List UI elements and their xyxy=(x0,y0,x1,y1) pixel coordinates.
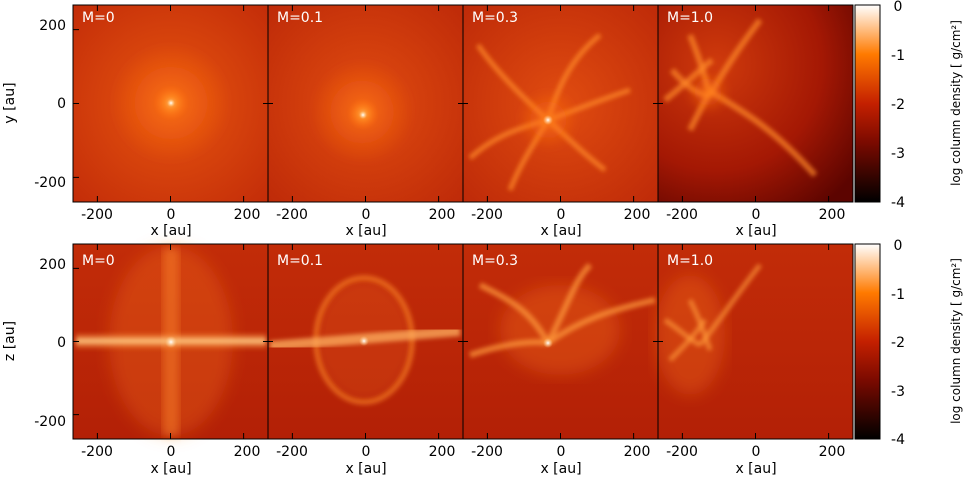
x-tick-label: 200 xyxy=(624,444,651,460)
colorbar-top: 0 -1 -2 -3 -4 log column density [ g/cm²… xyxy=(854,0,963,211)
colorbar-tick-label: 0 xyxy=(894,238,903,254)
colorbar-tick-label: -1 xyxy=(891,287,905,303)
core-point xyxy=(165,336,177,348)
panel-label: M=0 xyxy=(82,253,115,269)
core-envelope xyxy=(686,70,730,114)
x-tick-label: -200 xyxy=(471,444,503,460)
x-axis-label: x [au] xyxy=(735,223,776,239)
bottom-row xyxy=(73,244,853,439)
y-tick-label: 0 xyxy=(57,335,66,351)
x-tick-label: 0 xyxy=(362,207,371,223)
colorbar-tick-label: -2 xyxy=(891,335,905,351)
x-tick-labels-top: -200 0 200 -200 0 200 -200 0 200 -200 0 … xyxy=(81,207,845,223)
panel-labels: M=0 M=0.1 M=0.3 M=1.0 M=0 M=0.1 M=0.3 M=… xyxy=(82,10,713,269)
x-axis-label: x [au] xyxy=(540,461,581,477)
colorbar-bottom: 0 -1 -2 -3 -4 log column density [ g/cm²… xyxy=(854,238,963,448)
x-axis-label: x [au] xyxy=(150,461,191,477)
y-tick-label: 0 xyxy=(57,96,66,112)
colorbar-label: log column density [ g/cm²] xyxy=(949,20,963,186)
top-row xyxy=(73,5,853,202)
panel-label: M=0.1 xyxy=(277,253,323,269)
colorbar-label: log column density [ g/cm²] xyxy=(949,258,963,424)
panel-bottom-m03 xyxy=(463,244,658,439)
panel-bottom-m0 xyxy=(73,244,268,439)
x-tick-labels-bottom: -200 0 200 -200 0 200 -200 0 200 -200 0 … xyxy=(81,444,845,460)
x-tick-label: 200 xyxy=(819,444,846,460)
y-axis-label: y [au] xyxy=(2,82,18,123)
panel-top-m0 xyxy=(73,5,268,202)
colorbar-ticks: 0 -1 -2 -3 -4 xyxy=(891,0,905,211)
y-tick-label: 200 xyxy=(39,257,66,273)
x-tick-label: -200 xyxy=(666,444,698,460)
x-tick-label: 200 xyxy=(819,207,846,223)
x-tick-label: -200 xyxy=(276,444,308,460)
panel-image xyxy=(658,5,853,202)
core-point xyxy=(543,115,553,125)
x-tick-label: -200 xyxy=(81,207,113,223)
core-point xyxy=(543,338,553,348)
core-point xyxy=(359,111,367,119)
y-tick-label: 200 xyxy=(39,18,66,34)
colorbar-tick-label: -3 xyxy=(891,384,905,400)
panel-top-m10 xyxy=(658,5,853,202)
x-tick-label: 0 xyxy=(752,207,761,223)
x-tick-label: -200 xyxy=(81,444,113,460)
envelope xyxy=(500,285,620,375)
panel-label: M=0.1 xyxy=(277,10,323,26)
x-tick-label: -200 xyxy=(666,207,698,223)
x-tick-label: 0 xyxy=(557,207,566,223)
filaments xyxy=(663,263,762,362)
colorbar-ticks: 0 -1 -2 -3 -4 xyxy=(891,238,905,448)
x-tick-label: 0 xyxy=(752,444,761,460)
x-axis-label: x [au] xyxy=(345,223,386,239)
x-tick-label: 200 xyxy=(429,207,456,223)
x-axis-label: x [au] xyxy=(540,223,581,239)
x-tick-label: 200 xyxy=(624,207,651,223)
colorbar-tick-label: -2 xyxy=(891,97,905,113)
panel-label: M=0 xyxy=(82,10,115,26)
panel-label: M=0.3 xyxy=(472,10,518,26)
x-axis-label: x [au] xyxy=(735,461,776,477)
colorbar-tick-label: -3 xyxy=(891,146,905,162)
y-tick-label: -200 xyxy=(34,414,66,430)
colorbar-scale xyxy=(854,243,881,440)
x-tick-label: -200 xyxy=(471,207,503,223)
x-tick-label: 0 xyxy=(167,444,176,460)
y-tick-label: -200 xyxy=(34,175,66,191)
x-tick-label: 200 xyxy=(429,444,456,460)
panel-label: M=1.0 xyxy=(667,10,713,26)
colorbar-tick-label: -1 xyxy=(891,48,905,64)
panel-label: M=1.0 xyxy=(667,253,713,269)
colorbar-tick-label: 0 xyxy=(894,0,903,15)
x-tick-label: 200 xyxy=(234,207,261,223)
panel-top-m03 xyxy=(463,5,658,202)
x-tick-label: 0 xyxy=(362,444,371,460)
panel-top-m01 xyxy=(268,5,463,202)
y-tick-labels-bottom: 200 0 -200 xyxy=(34,257,66,430)
x-axis-label: x [au] xyxy=(150,223,191,239)
panel-bottom-m01 xyxy=(268,244,463,439)
colorbar-tick-label: -4 xyxy=(891,195,905,211)
x-tick-label: 0 xyxy=(167,207,176,223)
core-point xyxy=(359,336,369,346)
y-axis-label: z [au] xyxy=(2,321,18,361)
filaments xyxy=(469,262,656,358)
tick-marks xyxy=(73,5,830,439)
envelope xyxy=(655,275,725,395)
colorbar-tick-label: -4 xyxy=(891,432,905,448)
panel-bottom-m10 xyxy=(655,244,853,439)
y-tick-labels-top: 200 0 -200 xyxy=(34,18,66,191)
x-tick-label: 0 xyxy=(557,444,566,460)
x-axis-label: x [au] xyxy=(345,461,386,477)
x-tick-label: 200 xyxy=(234,444,261,460)
colorbar-scale xyxy=(854,4,881,203)
x-axis-labels: x [au] x [au] x [au] x [au] x [au] x [au… xyxy=(150,223,776,477)
x-tick-label: -200 xyxy=(276,207,308,223)
core-point xyxy=(167,99,175,107)
panel-label: M=0.3 xyxy=(472,253,518,269)
